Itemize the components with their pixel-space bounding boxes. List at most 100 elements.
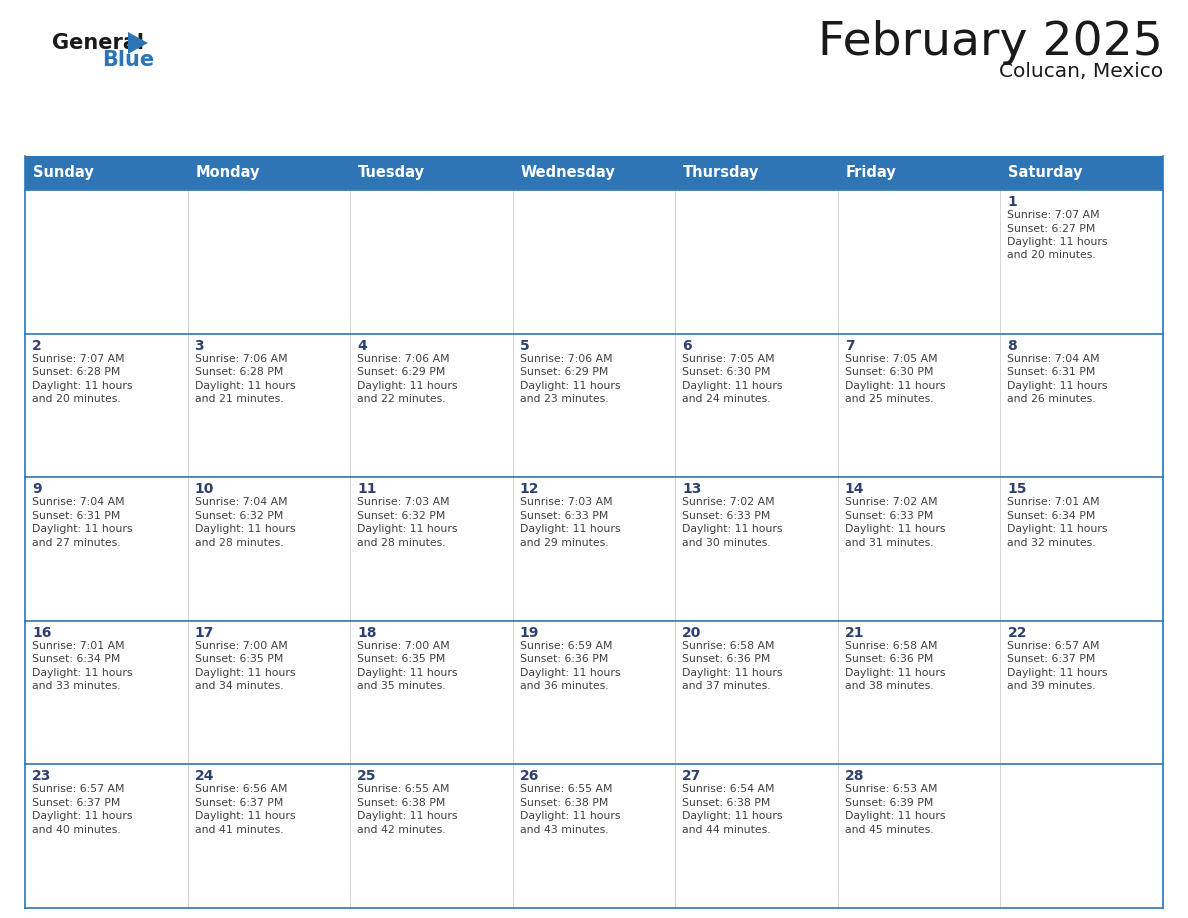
Text: Sunrise: 7:06 AM: Sunrise: 7:06 AM [519, 353, 612, 364]
Bar [188, 765, 350, 908]
Text: and 21 minutes.: and 21 minutes. [195, 394, 283, 404]
Text: Sunrise: 6:56 AM: Sunrise: 6:56 AM [195, 784, 287, 794]
Text: 6: 6 [682, 339, 691, 353]
Text: Sunset: 6:31 PM: Sunset: 6:31 PM [1007, 367, 1095, 377]
Text: 2: 2 [32, 339, 42, 353]
Text: and 24 minutes.: and 24 minutes. [682, 394, 771, 404]
Text: 25: 25 [358, 769, 377, 783]
Text: General: General [52, 33, 144, 53]
Text: and 25 minutes.: and 25 minutes. [845, 394, 934, 404]
Text: 3: 3 [195, 339, 204, 353]
Text: Colucan, Mexico: Colucan, Mexico [999, 62, 1163, 81]
Text: and 41 minutes.: and 41 minutes. [195, 825, 283, 834]
Text: and 34 minutes.: and 34 minutes. [195, 681, 283, 691]
Text: Thursday: Thursday [683, 165, 759, 181]
Text: Sunrise: 6:57 AM: Sunrise: 6:57 AM [32, 784, 125, 794]
Text: Sunset: 6:29 PM: Sunset: 6:29 PM [519, 367, 608, 377]
Text: February 2025: February 2025 [819, 20, 1163, 65]
Text: Daylight: 11 hours: Daylight: 11 hours [519, 524, 620, 534]
Text: 16: 16 [32, 626, 51, 640]
Text: 4: 4 [358, 339, 367, 353]
Bar [838, 333, 1000, 477]
Text: and 22 minutes.: and 22 minutes. [358, 394, 446, 404]
Text: 24: 24 [195, 769, 214, 783]
Text: 23: 23 [32, 769, 51, 783]
Text: and 45 minutes.: and 45 minutes. [845, 825, 934, 834]
Text: Sunrise: 6:59 AM: Sunrise: 6:59 AM [519, 641, 612, 651]
Text: Daylight: 11 hours: Daylight: 11 hours [32, 667, 133, 677]
Text: and 40 minutes.: and 40 minutes. [32, 825, 121, 834]
Text: 5: 5 [519, 339, 530, 353]
Text: 13: 13 [682, 482, 702, 497]
Text: and 33 minutes.: and 33 minutes. [32, 681, 121, 691]
Text: Sunrise: 7:07 AM: Sunrise: 7:07 AM [32, 353, 125, 364]
Bar [675, 477, 838, 621]
Bar [25, 333, 188, 477]
Bar [675, 333, 838, 477]
Text: 9: 9 [32, 482, 42, 497]
Polygon shape [128, 32, 148, 54]
Text: Daylight: 11 hours: Daylight: 11 hours [682, 524, 783, 534]
Text: and 20 minutes.: and 20 minutes. [1007, 251, 1097, 261]
Bar [350, 621, 513, 765]
Text: Saturday: Saturday [1009, 165, 1083, 181]
Text: Sunset: 6:37 PM: Sunset: 6:37 PM [1007, 655, 1095, 665]
Bar [513, 333, 675, 477]
Bar [513, 621, 675, 765]
Text: Sunrise: 7:05 AM: Sunrise: 7:05 AM [682, 353, 775, 364]
Text: and 36 minutes.: and 36 minutes. [519, 681, 608, 691]
Text: 22: 22 [1007, 626, 1026, 640]
Text: Daylight: 11 hours: Daylight: 11 hours [1007, 524, 1108, 534]
Text: 21: 21 [845, 626, 865, 640]
Text: Sunset: 6:30 PM: Sunset: 6:30 PM [682, 367, 771, 377]
Text: Daylight: 11 hours: Daylight: 11 hours [1007, 237, 1108, 247]
Text: Blue: Blue [102, 50, 154, 70]
Bar [1000, 765, 1163, 908]
Text: 1: 1 [1007, 195, 1017, 209]
Text: and 38 minutes.: and 38 minutes. [845, 681, 934, 691]
Text: 15: 15 [1007, 482, 1026, 497]
Bar [513, 190, 675, 333]
Bar [513, 765, 675, 908]
Text: Sunrise: 7:04 AM: Sunrise: 7:04 AM [32, 498, 125, 508]
Text: Sunrise: 7:02 AM: Sunrise: 7:02 AM [845, 498, 937, 508]
Bar [675, 190, 838, 333]
Text: 17: 17 [195, 626, 214, 640]
Text: Sunrise: 7:03 AM: Sunrise: 7:03 AM [358, 498, 450, 508]
Text: Sunrise: 6:54 AM: Sunrise: 6:54 AM [682, 784, 775, 794]
Text: Sunrise: 6:55 AM: Sunrise: 6:55 AM [519, 784, 612, 794]
Text: Daylight: 11 hours: Daylight: 11 hours [358, 812, 457, 822]
Bar [675, 765, 838, 908]
Bar [675, 621, 838, 765]
Text: and 37 minutes.: and 37 minutes. [682, 681, 771, 691]
Text: Sunset: 6:38 PM: Sunset: 6:38 PM [682, 798, 771, 808]
Text: and 32 minutes.: and 32 minutes. [1007, 538, 1097, 548]
Bar [25, 190, 188, 333]
Text: Daylight: 11 hours: Daylight: 11 hours [845, 667, 946, 677]
Text: Sunrise: 7:03 AM: Sunrise: 7:03 AM [519, 498, 612, 508]
Text: Sunset: 6:36 PM: Sunset: 6:36 PM [519, 655, 608, 665]
Text: Sunset: 6:38 PM: Sunset: 6:38 PM [358, 798, 446, 808]
Bar [838, 621, 1000, 765]
Text: Daylight: 11 hours: Daylight: 11 hours [845, 524, 946, 534]
Text: and 44 minutes.: and 44 minutes. [682, 825, 771, 834]
Text: Daylight: 11 hours: Daylight: 11 hours [358, 381, 457, 390]
Text: Sunrise: 7:06 AM: Sunrise: 7:06 AM [358, 353, 450, 364]
Bar [188, 477, 350, 621]
Text: and 28 minutes.: and 28 minutes. [195, 538, 283, 548]
Text: 18: 18 [358, 626, 377, 640]
Text: Friday: Friday [846, 165, 897, 181]
Text: Sunday: Sunday [33, 165, 94, 181]
Bar [350, 477, 513, 621]
Text: 26: 26 [519, 769, 539, 783]
Bar [1000, 621, 1163, 765]
Text: Sunrise: 6:58 AM: Sunrise: 6:58 AM [682, 641, 775, 651]
Text: Sunset: 6:28 PM: Sunset: 6:28 PM [32, 367, 120, 377]
Bar [25, 156, 1163, 190]
Text: Sunrise: 7:02 AM: Sunrise: 7:02 AM [682, 498, 775, 508]
Text: Daylight: 11 hours: Daylight: 11 hours [32, 381, 133, 390]
Text: Sunrise: 6:55 AM: Sunrise: 6:55 AM [358, 784, 449, 794]
Text: Daylight: 11 hours: Daylight: 11 hours [358, 667, 457, 677]
Text: Sunset: 6:37 PM: Sunset: 6:37 PM [195, 798, 283, 808]
Text: Monday: Monday [196, 165, 260, 181]
